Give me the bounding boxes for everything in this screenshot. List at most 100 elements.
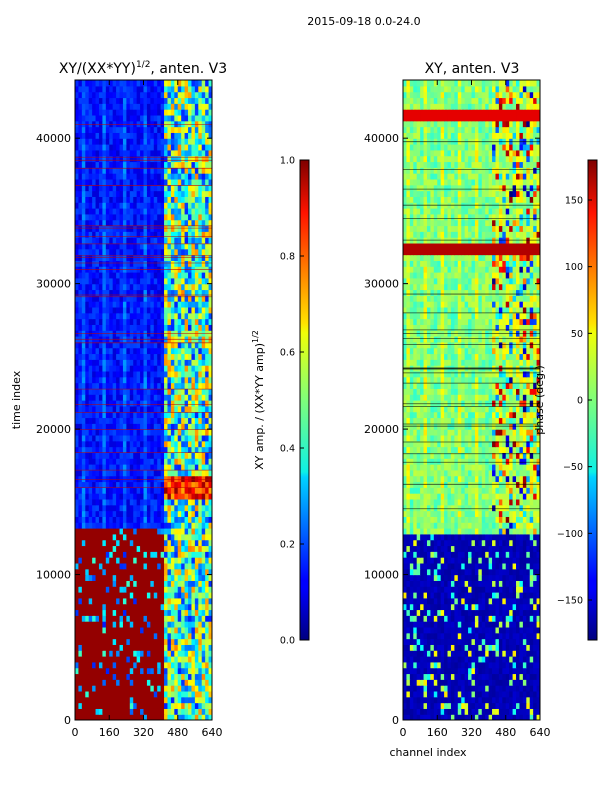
heatmap-cell: [136, 388, 141, 395]
heatmap-cell: [112, 597, 117, 605]
heatmap-cell: [409, 661, 414, 669]
heatmap-cell: [160, 679, 165, 686]
heatmap-cell: [177, 592, 182, 599]
heatmap-cell: [174, 242, 179, 250]
heatmap-cell: [150, 149, 155, 157]
heatmap-cell: [133, 656, 138, 663]
heatmap-cell: [170, 632, 175, 640]
heatmap-cell: [78, 184, 83, 192]
heatmap-cell: [164, 708, 169, 715]
heatmap-cell: [98, 539, 103, 547]
heatmap-cell: [160, 417, 165, 424]
heatmap-cell: [474, 708, 479, 715]
heatmap-cell: [102, 324, 107, 331]
heatmap-cell: [167, 562, 172, 570]
heatmap-cell: [146, 382, 151, 389]
heatmap-cell: [194, 429, 199, 436]
heatmap-cell: [474, 714, 479, 720]
heatmap-cell: [119, 562, 124, 570]
heatmap-cell: [119, 481, 124, 488]
heatmap-cell: [116, 458, 121, 465]
heatmap-cell: [505, 661, 510, 669]
heatmap-cell: [205, 656, 210, 663]
heatmap-cell: [174, 562, 179, 570]
heatmap-cell: [167, 586, 172, 593]
heatmap-cell: [95, 545, 100, 552]
heatmap-cell: [150, 155, 155, 163]
heatmap-cell: [75, 417, 80, 424]
heatmap-cell: [109, 394, 114, 401]
heatmap-cell: [129, 388, 134, 395]
heatmap-cell: [143, 248, 148, 256]
heatmap-cell: [140, 312, 145, 320]
heatmap-cell: [188, 202, 193, 209]
heatmap-cell: [122, 347, 127, 355]
heatmap-cell: [198, 580, 203, 587]
heatmap-cell: [150, 685, 155, 692]
heatmap-cell: [140, 533, 145, 541]
y-tick-label: 20000: [36, 423, 71, 436]
heatmap-cell: [129, 120, 134, 128]
heatmap-cell: [126, 312, 131, 320]
heatmap-cell: [170, 580, 175, 587]
heatmap-cell: [177, 621, 182, 628]
heatmap-cell: [126, 289, 131, 296]
heatmap-cell: [450, 644, 455, 651]
heatmap-cell: [98, 242, 103, 250]
heatmap-cell: [109, 347, 114, 355]
heatmap-cell: [140, 376, 145, 384]
heatmap-cell: [188, 597, 193, 605]
heatmap-cell: [208, 615, 212, 622]
heatmap-cell: [146, 295, 151, 302]
heatmap-cell: [126, 510, 131, 517]
heatmap-cell: [112, 173, 117, 180]
heatmap-cell: [512, 656, 517, 663]
heatmap-cell: [105, 667, 110, 675]
heatmap-cell: [136, 656, 141, 663]
heatmap-cell: [164, 661, 169, 669]
heatmap-cell: [102, 301, 107, 308]
heatmap-cell: [198, 650, 203, 657]
heatmap-cell: [194, 353, 199, 360]
heatmap-cell: [174, 184, 179, 192]
heatmap-cell: [88, 452, 93, 459]
heatmap-cell: [109, 202, 114, 209]
heatmap-cell: [122, 103, 127, 110]
heatmap-cell: [177, 283, 182, 291]
heatmap-cell: [450, 696, 455, 704]
heatmap-cell: [78, 632, 83, 640]
heatmap-cell: [509, 690, 514, 698]
heatmap-cell: [167, 632, 172, 640]
heatmap-cell: [122, 632, 127, 640]
heatmap-cell: [208, 667, 212, 675]
heatmap-cell: [170, 295, 175, 302]
heatmap-cell: [205, 475, 210, 483]
heatmap-cell: [194, 690, 199, 698]
heatmap-cell: [416, 708, 421, 715]
heatmap-cell: [150, 522, 155, 529]
heatmap-cell: [167, 429, 172, 436]
heatmap-cell: [81, 661, 86, 669]
heatmap-cell: [105, 91, 110, 99]
heatmap-cell: [133, 353, 138, 360]
heatmap-cell: [153, 621, 158, 628]
heatmap-cell: [136, 440, 141, 448]
heatmap-cell: [184, 714, 189, 720]
heatmap-cell: [146, 586, 151, 593]
heatmap-cell: [181, 208, 186, 215]
heatmap-cell: [164, 138, 169, 145]
heatmap-cell: [468, 661, 473, 669]
heatmap-cell: [184, 394, 189, 401]
heatmap-cell: [536, 661, 540, 669]
heatmap-cell: [92, 306, 97, 314]
heatmap-cell: [116, 440, 121, 448]
heatmap-cell: [119, 196, 124, 203]
heatmap-cell: [102, 498, 107, 506]
heatmap-cell: [122, 469, 127, 477]
heatmap-cell: [116, 498, 121, 506]
heatmap-cell: [485, 661, 490, 669]
heatmap-cell: [181, 144, 186, 151]
heatmap-cell: [457, 679, 462, 686]
heatmap-cell: [198, 225, 203, 232]
heatmap-cell: [164, 609, 169, 616]
